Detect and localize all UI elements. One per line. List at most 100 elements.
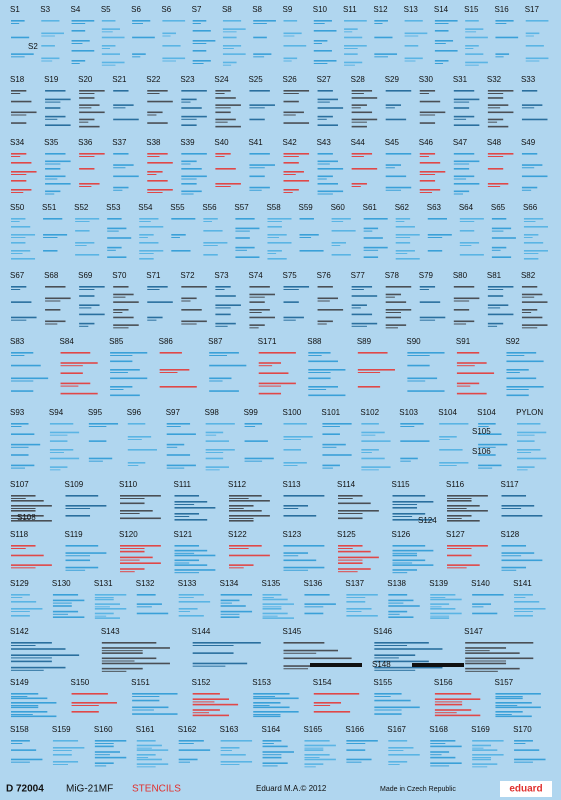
stencil-label: S101 (321, 408, 340, 417)
stencil-mark (253, 56, 265, 58)
stencil-mark (220, 764, 240, 765)
stencil-label: S87 (208, 337, 223, 346)
stencil-mark (447, 520, 480, 522)
stencil-mark (132, 53, 146, 55)
stencil-mark (11, 114, 27, 116)
stencil-mark (487, 313, 514, 316)
stencil-mark (363, 227, 379, 230)
stencil-mark (220, 602, 232, 604)
stencil-mark (49, 457, 80, 460)
stencil-mark (385, 316, 402, 319)
stencil-mark (203, 245, 218, 246)
stencil-mark (419, 301, 441, 303)
stencil-label: S57 (234, 203, 249, 212)
stencil-mark (215, 118, 236, 121)
stencil-mark (322, 464, 340, 467)
stencil-mark (205, 434, 217, 436)
stencil-mark (215, 289, 225, 290)
stencil-mark (101, 48, 111, 49)
stencil-mark (453, 297, 480, 300)
stencil-mark (94, 754, 110, 756)
stencil-mark (11, 743, 23, 744)
stencil-mark (501, 555, 522, 557)
stencil-mark (346, 761, 362, 763)
stencil-mark (120, 548, 145, 549)
stencil-mark (351, 93, 364, 94)
stencil-mark (434, 712, 457, 714)
stencil-mark (267, 237, 280, 238)
stencil-mark (388, 764, 400, 765)
stencil-mark (361, 466, 391, 468)
stencil-label: S36 (78, 138, 93, 147)
stencil-mark (192, 698, 229, 700)
stencil-mark (181, 153, 207, 155)
stencil-mark (139, 237, 148, 238)
stencil-label: S122 (228, 530, 247, 539)
stencil-label: S99 (244, 408, 259, 417)
stencil-mark (139, 221, 151, 222)
stencil-mark (222, 53, 246, 55)
stencil-mark (506, 372, 520, 373)
stencil-mark (45, 309, 61, 311)
stencil-mark (478, 454, 496, 456)
stencil-mark (430, 597, 446, 598)
stencil-mark (521, 286, 538, 288)
stencil-mark (374, 654, 416, 656)
stencil-mark (11, 645, 36, 646)
stencil-mark (52, 754, 72, 756)
stencil-mark (249, 301, 265, 303)
stencil-mark (79, 118, 95, 121)
stencil-mark (181, 163, 191, 165)
stencil-mark (338, 502, 371, 505)
stencil-mark (249, 324, 265, 326)
stencil-mark (65, 559, 91, 562)
stencil-mark (374, 699, 411, 702)
stencil-mark (514, 615, 533, 617)
stencil-mark (147, 90, 168, 92)
stencil-mark (419, 114, 436, 116)
stencil-label: S138 (387, 579, 406, 588)
stencil-mark (453, 190, 470, 193)
stencil-mark (308, 394, 346, 397)
stencil-mark (447, 515, 472, 517)
stencil-mark (388, 761, 408, 763)
stencil-mark (388, 750, 404, 751)
stencil-mark (385, 104, 402, 106)
stencil-label: S89 (357, 337, 372, 346)
stencil-mark (392, 562, 413, 564)
stencil-mark (65, 508, 91, 509)
stencil-label: S70 (112, 271, 127, 280)
stencil-mark (79, 111, 105, 114)
stencil-mark (249, 186, 270, 189)
stencil-mark (132, 713, 178, 715)
stencil-mark (501, 515, 543, 517)
stencil-mark (174, 552, 195, 554)
stencil-mark (178, 608, 198, 610)
stencil-mark (94, 751, 120, 753)
stencil-mark (11, 564, 52, 566)
stencil-mark (11, 433, 35, 435)
stencil-mark (71, 50, 95, 52)
stencil-mark (11, 390, 34, 392)
stencil-mark (322, 467, 333, 469)
stencil-mark (395, 258, 420, 260)
stencil-label: S135 (262, 579, 281, 588)
stencil-label: S104 (477, 408, 496, 417)
stencil-mark (220, 610, 253, 613)
stencil-label: S24 (214, 75, 229, 84)
stencil-mark (11, 714, 33, 715)
stencil-mark (317, 193, 333, 195)
stencil-mark (101, 662, 170, 665)
stencil-mark (136, 603, 162, 605)
stencil-mark (283, 642, 325, 644)
stencil-mark (338, 545, 363, 547)
stencil-mark (215, 111, 231, 114)
stencil-mark (517, 469, 528, 471)
stencil-mark (45, 178, 58, 180)
stencil-mark (11, 660, 52, 663)
stencil-mark (523, 221, 536, 222)
stencil-mark (229, 554, 270, 557)
stencil-mark (317, 163, 330, 165)
stencil-mark (344, 28, 358, 30)
stencil-mark (11, 749, 37, 751)
